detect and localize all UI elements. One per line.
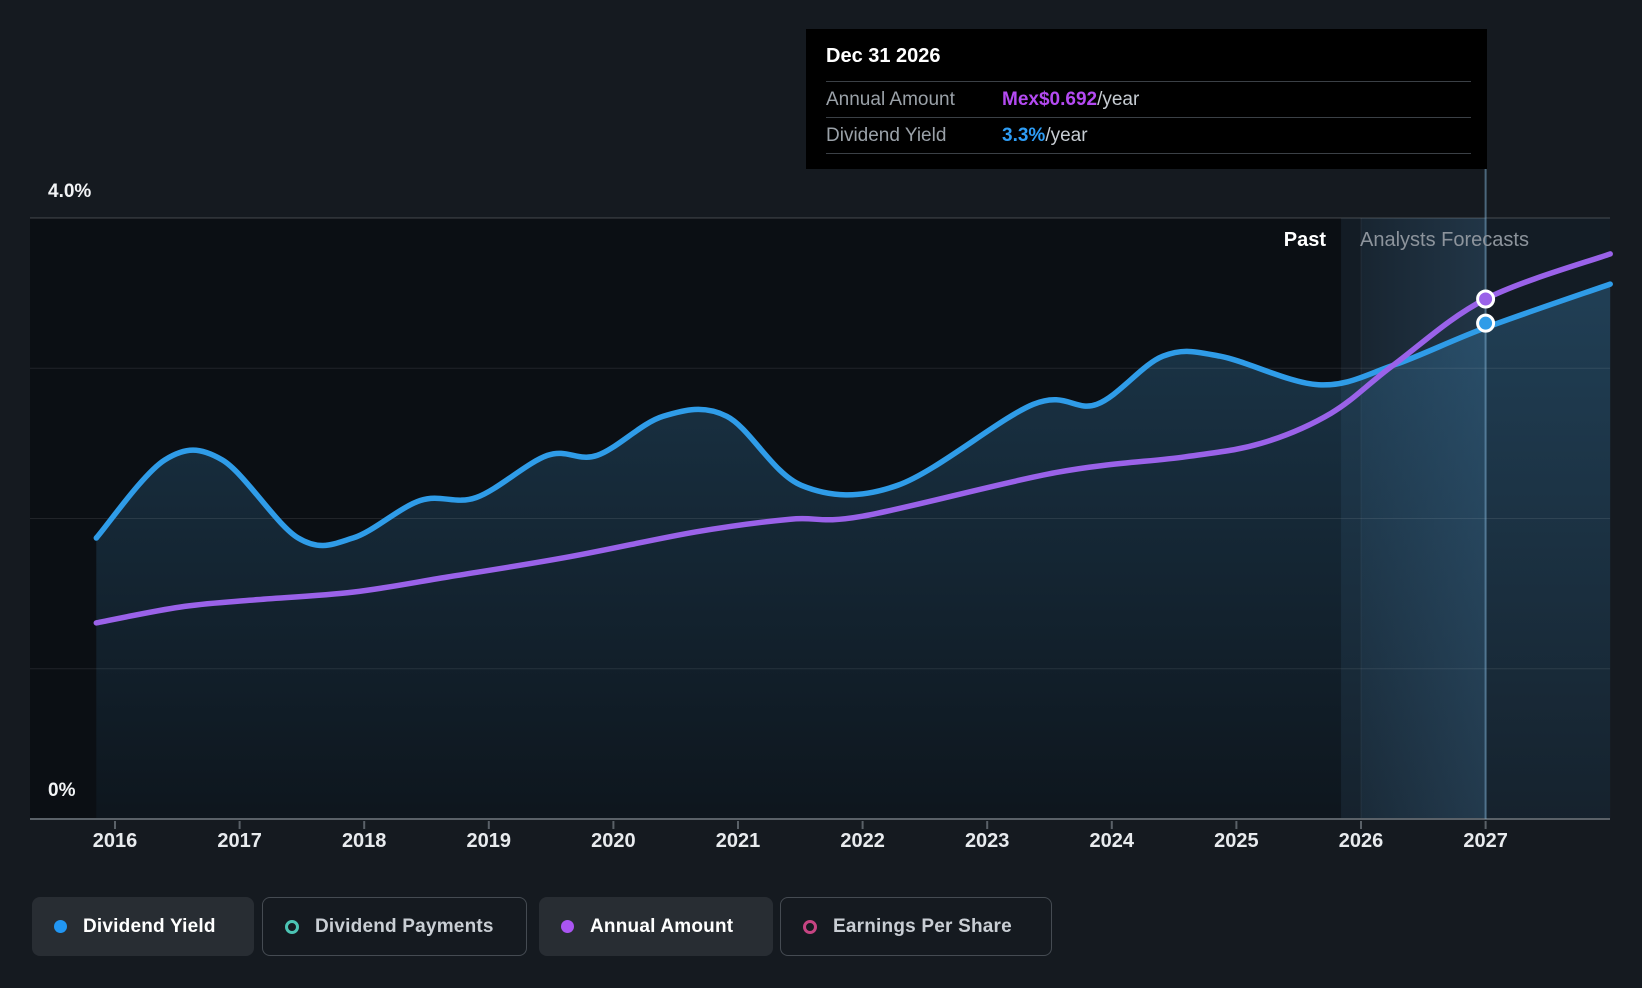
- legend-button-annual-amount[interactable]: Annual Amount: [539, 897, 773, 956]
- x-axis-label-2024: 2024: [1089, 830, 1135, 852]
- tooltip-row: Annual Amount Mex$0.692/year: [826, 89, 1140, 110]
- x-axis-label-2023: 2023: [964, 830, 1010, 852]
- tooltip-date: Dec 31 2026: [826, 45, 941, 67]
- x-axis-label-2021: 2021: [715, 830, 761, 852]
- annual-amount-swatch-icon: [561, 920, 574, 933]
- tooltip-divider: [826, 153, 1471, 154]
- x-axis-label-2022: 2022: [840, 830, 885, 852]
- legend-label: Earnings Per Share: [833, 915, 1012, 937]
- earnings-per-share-swatch-icon: [803, 919, 817, 934]
- legend-label: Dividend Payments: [315, 915, 494, 937]
- x-axis-label-2019: 2019: [466, 830, 512, 852]
- x-axis-label-2026: 2026: [1338, 830, 1384, 852]
- y-axis-label-top: 4.0%: [48, 181, 92, 202]
- tooltip-divider: [826, 117, 1471, 118]
- legend-button-dividend-payments[interactable]: Dividend Payments: [262, 897, 527, 956]
- series-line-dividend-yield: [93, 281, 1613, 549]
- x-axis-label-2016: 2016: [92, 830, 138, 852]
- y-axis-label-bottom: 0%: [48, 780, 76, 801]
- forecast-region-label: Analysts Forecasts: [1360, 229, 1529, 251]
- x-axis-label-2020: 2020: [591, 830, 636, 852]
- annual-amount-marker[interactable]: [1476, 289, 1496, 309]
- tooltip-rows: Annual Amount Mex$0.692/year Dividend Yiel…: [806, 82, 1487, 154]
- past-region-label: Past: [1283, 229, 1326, 251]
- dividend-yield-area: [96, 284, 1611, 820]
- dividend-yield-swatch-icon: [54, 920, 67, 933]
- x-axis-label-2025: 2025: [1214, 830, 1259, 852]
- tooltip-row: Dividend Yield 3.3%/year: [826, 125, 1088, 146]
- legend-button-dividend-yield[interactable]: Dividend Yield: [32, 897, 254, 956]
- tooltip-divider: [826, 81, 1471, 82]
- dividend-payments-swatch-icon: [285, 919, 299, 934]
- legend-label: Dividend Yield: [83, 915, 216, 937]
- x-axis-label-2018: 2018: [341, 830, 387, 852]
- series-line-annual-amount: [93, 251, 1613, 626]
- tooltip: Dec 31 2026 Annual Amount Mex$0.692/year D…: [806, 29, 1487, 169]
- x-axis-label-2027: 2027: [1463, 830, 1508, 852]
- legend-button-earnings-per-share[interactable]: Earnings Per Share: [780, 897, 1052, 956]
- x-axis-label-2017: 2017: [217, 830, 262, 852]
- legend-label: Annual Amount: [590, 915, 734, 937]
- dividend-yield-marker[interactable]: [1476, 313, 1496, 333]
